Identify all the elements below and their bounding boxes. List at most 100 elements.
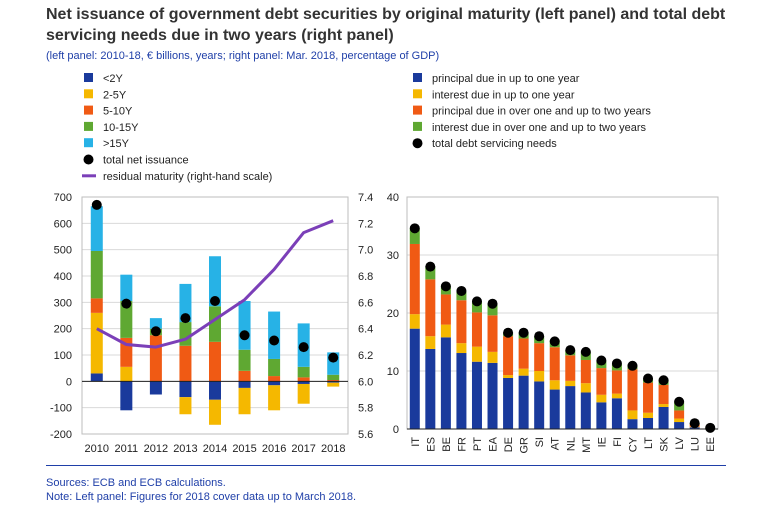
bar-segment bbox=[268, 385, 281, 411]
bar-segment bbox=[327, 380, 340, 382]
legend-label-left: <2Y bbox=[103, 73, 124, 85]
bar-segment bbox=[238, 387, 251, 415]
bar-segment bbox=[90, 206, 103, 251]
y-tick-left: -200 bbox=[50, 429, 72, 441]
x-tick-right: NL bbox=[565, 437, 577, 451]
bar-segment bbox=[565, 355, 576, 381]
bar-segment bbox=[534, 381, 545, 429]
x-tick-right: AT bbox=[550, 437, 562, 451]
bar-segment bbox=[209, 399, 221, 425]
y-tick-right: 0 bbox=[393, 424, 399, 436]
bar-segment bbox=[209, 381, 221, 400]
debt-servicing-dot bbox=[611, 358, 622, 369]
debt-servicing-dot bbox=[705, 422, 716, 433]
bar-segment bbox=[149, 335, 162, 382]
y2-tick-left: 7.4 bbox=[358, 192, 373, 204]
legend-label-right: principal due in over one and up to two … bbox=[432, 106, 651, 118]
bar-segment bbox=[268, 376, 281, 382]
bar-segment bbox=[518, 375, 529, 429]
footer-rule bbox=[46, 465, 726, 466]
debt-servicing-dot bbox=[549, 336, 560, 347]
bar-segment bbox=[209, 256, 221, 307]
bar-segment bbox=[149, 381, 162, 395]
right-panel: 0 10 20 30 40 IT ES BE FR PT EA DE GR SI AT NL MT IE FI CY L… bbox=[387, 192, 719, 454]
bar-segment bbox=[627, 419, 638, 429]
x-tick-right: FI bbox=[612, 437, 624, 447]
bar-segment bbox=[580, 383, 591, 393]
debt-servicing-dot bbox=[565, 345, 576, 356]
bar-segment bbox=[179, 322, 192, 346]
bar-segment bbox=[611, 393, 622, 399]
bar-segment bbox=[487, 362, 498, 429]
debt-servicing-dot bbox=[534, 331, 545, 342]
debt-servicing-dot bbox=[627, 360, 638, 371]
x-tick-right: MT bbox=[581, 437, 593, 453]
left-legend: <2Y 2-5Y 5-10Y 10-15Y >15Y total net issuance… bbox=[82, 73, 272, 183]
x-tick-right: PT bbox=[472, 437, 484, 451]
bar-segment bbox=[179, 283, 192, 323]
bar-segment bbox=[327, 381, 340, 383]
x-tick-right: CY bbox=[627, 436, 639, 452]
bar-segment bbox=[440, 324, 451, 338]
bar-segment bbox=[534, 371, 545, 382]
legend-label-left: total net issuance bbox=[103, 155, 189, 167]
x-tick-right: SK bbox=[659, 436, 671, 451]
chart-subtitle: (left panel: 2010-18, € billions, years;… bbox=[46, 50, 440, 62]
bar-segment bbox=[643, 412, 654, 418]
legend-swatch-right bbox=[413, 105, 422, 115]
legend-swatch-left bbox=[84, 73, 93, 82]
bar-segment bbox=[658, 404, 669, 407]
bar-segment bbox=[238, 301, 251, 350]
legend-label-left: 5-10Y bbox=[103, 106, 133, 118]
bar-segment bbox=[503, 336, 514, 376]
debt-servicing-dot bbox=[409, 223, 420, 234]
y2-tick-left: 5.6 bbox=[358, 429, 373, 441]
legend-label-left: 2-5Y bbox=[103, 89, 127, 101]
bar-segment bbox=[327, 374, 340, 381]
bar-segment bbox=[90, 250, 103, 299]
bar-segment bbox=[238, 381, 251, 388]
bar-segment bbox=[596, 394, 607, 403]
net-issuance-dot bbox=[298, 342, 309, 353]
x-tick-right: LU bbox=[690, 437, 702, 451]
debt-servicing-dot bbox=[596, 355, 607, 366]
y-tick-left: 200 bbox=[54, 324, 72, 336]
y2-tick-left: 6.2 bbox=[358, 350, 373, 362]
y-tick-left: 600 bbox=[54, 218, 72, 230]
bar-segment bbox=[549, 347, 560, 381]
bar-segment bbox=[627, 369, 638, 411]
bar-segment bbox=[565, 386, 576, 429]
debt-servicing-dot bbox=[487, 298, 498, 309]
bar-segment bbox=[643, 417, 654, 429]
bar-segment bbox=[503, 375, 514, 378]
debt-servicing-dot bbox=[518, 327, 529, 338]
x-tick-right: EE bbox=[705, 437, 717, 452]
bar-segment bbox=[179, 345, 192, 382]
y2-tick-left: 6.4 bbox=[358, 324, 373, 336]
bar-segment bbox=[658, 406, 669, 429]
bar-segment bbox=[268, 381, 281, 386]
y2-tick-left: 6.8 bbox=[358, 271, 373, 283]
x-tick-right: SI bbox=[534, 437, 546, 447]
x-tick-left: 2014 bbox=[203, 443, 227, 455]
bar-segment bbox=[268, 311, 281, 359]
bar-segment bbox=[120, 274, 133, 302]
debt-servicing-dot bbox=[503, 327, 514, 338]
bar-segment bbox=[471, 361, 482, 429]
legend-label-right: principal due in up to one year bbox=[432, 73, 580, 85]
legend-swatch-left bbox=[84, 138, 93, 148]
bar-segment bbox=[487, 315, 498, 352]
bar-segment bbox=[90, 298, 103, 313]
bar-segment bbox=[549, 380, 560, 390]
bar-segment bbox=[580, 359, 591, 384]
footer: Sources: ECB and ECB calculations. Note:… bbox=[46, 476, 356, 504]
legend-swatch-left bbox=[84, 89, 93, 99]
bar-segment bbox=[297, 366, 310, 378]
bar-segment bbox=[425, 336, 436, 349]
bar-segment bbox=[120, 301, 133, 338]
right-legend: principal due in up to one year interest … bbox=[412, 73, 651, 150]
legend-label-right: interest due in up to one year bbox=[432, 89, 575, 101]
y-tick-right: 30 bbox=[387, 250, 399, 262]
net-issuance-dot bbox=[180, 313, 191, 324]
